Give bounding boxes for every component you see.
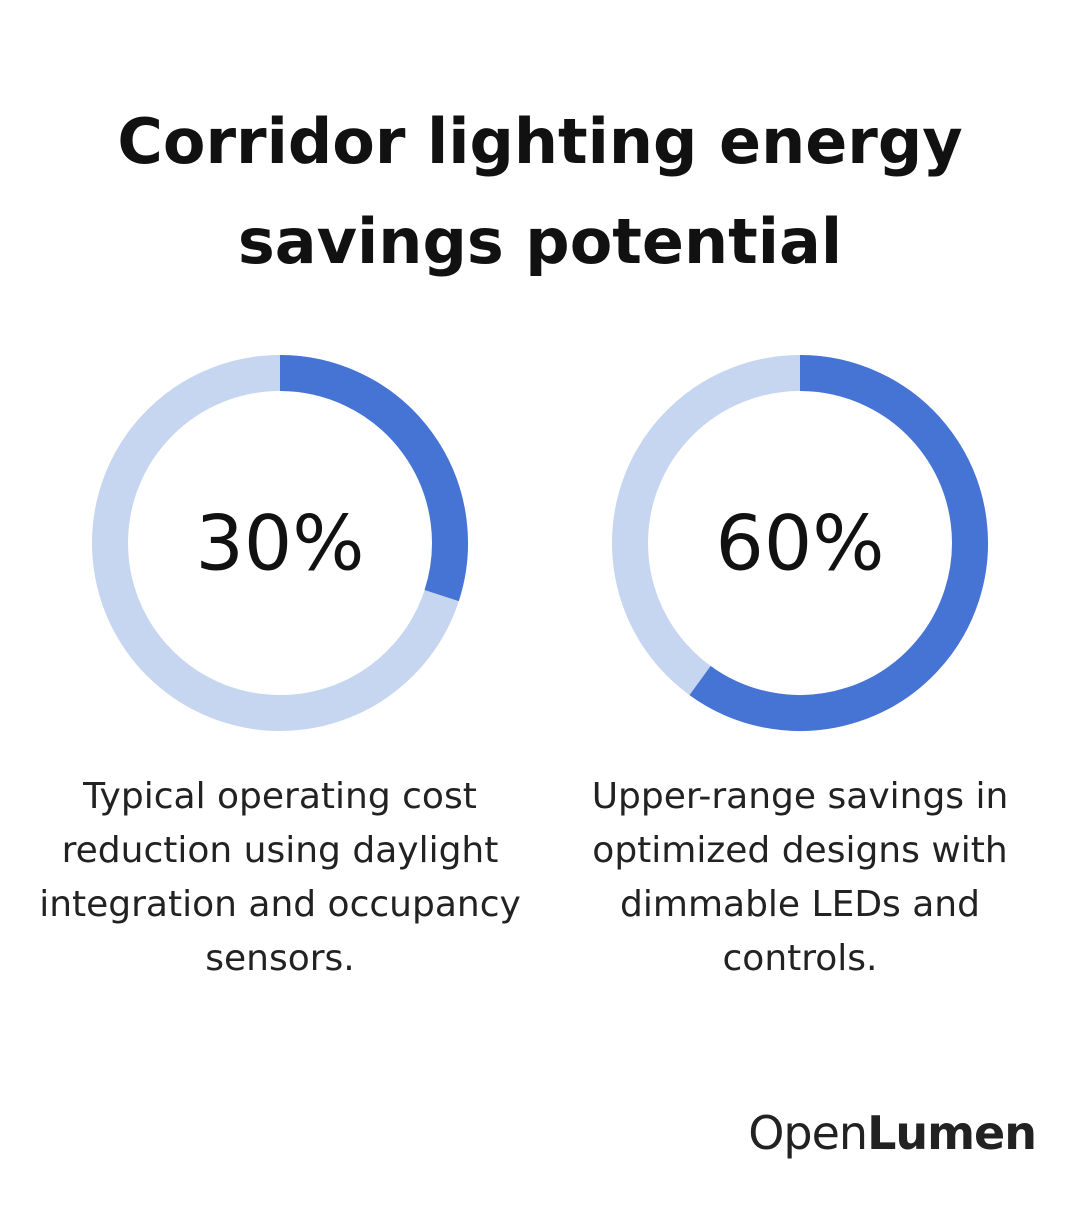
title: Corridor lighting energy savings potenti… <box>117 105 963 278</box>
caption: Upper-range savings in optimized designs… <box>591 776 1009 979</box>
caption: Typical operating cost reduction using d… <box>39 776 521 979</box>
charts: 30% 60% <box>92 355 988 731</box>
value-label: 60% <box>716 499 885 588</box>
donut-arc <box>689 355 988 731</box>
logo-regular: Open <box>748 1106 868 1160</box>
logo: OpenLumen <box>748 1106 1037 1160</box>
value-label: 30% <box>196 499 365 588</box>
logo-bold: Lumen <box>867 1106 1037 1160</box>
donut-arc <box>279 355 468 602</box>
